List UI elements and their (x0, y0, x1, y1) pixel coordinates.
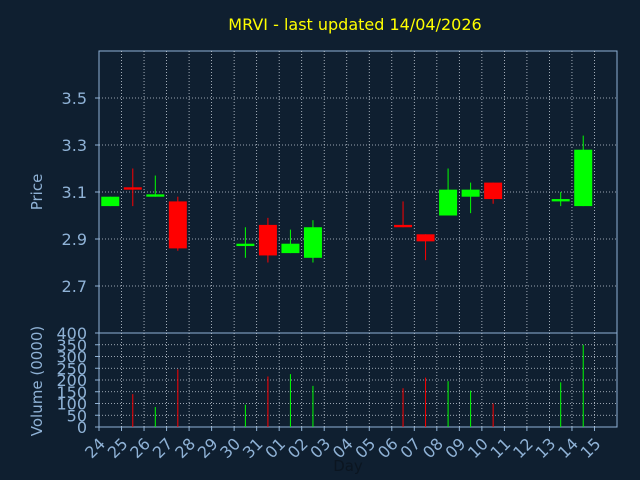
candle-body (168, 201, 187, 249)
candle-body (484, 182, 503, 200)
candle-body (551, 199, 570, 202)
chart-title: MRVI - last updated 14/04/2026 (228, 15, 481, 34)
candle-body (439, 189, 458, 216)
candle-body (236, 243, 255, 247)
candle-body (281, 243, 300, 254)
candle-body (258, 224, 277, 256)
volume-tick-label: 250 (56, 359, 87, 378)
price-tick-label: 3.1 (62, 183, 87, 202)
volume-tick-label: 150 (56, 383, 87, 402)
candle-body (303, 227, 322, 258)
price-tick-label: 3.3 (62, 136, 87, 155)
volume-tick-label: 300 (56, 348, 87, 367)
price-tick-label: 2.7 (62, 277, 87, 296)
candle-body (146, 194, 165, 197)
candle-body (416, 234, 435, 242)
candle-body (394, 224, 413, 228)
volume-tick-label: 400 (56, 324, 87, 343)
candle-body (574, 149, 593, 207)
price-panel: 3.5 3.3 3.1 2.9 2.7 (62, 50, 618, 334)
volume-axis-label: Volume (0000) (28, 326, 46, 436)
candle-body (101, 196, 120, 207)
volume-tick-label: 200 (56, 371, 87, 390)
volume-tick-label: 50 (67, 406, 87, 425)
volume-tick-label: 0 (77, 418, 87, 437)
candle-body (123, 187, 142, 190)
volume-tick-label: 100 (56, 395, 87, 414)
volume-tick-label: 350 (56, 336, 87, 355)
price-tick-label: 2.9 (62, 230, 87, 249)
price-axis-label: Price (28, 174, 46, 211)
price-tick-label: 3.5 (62, 89, 87, 108)
candle-body (461, 189, 480, 197)
x-axis-label: Day (333, 457, 363, 475)
